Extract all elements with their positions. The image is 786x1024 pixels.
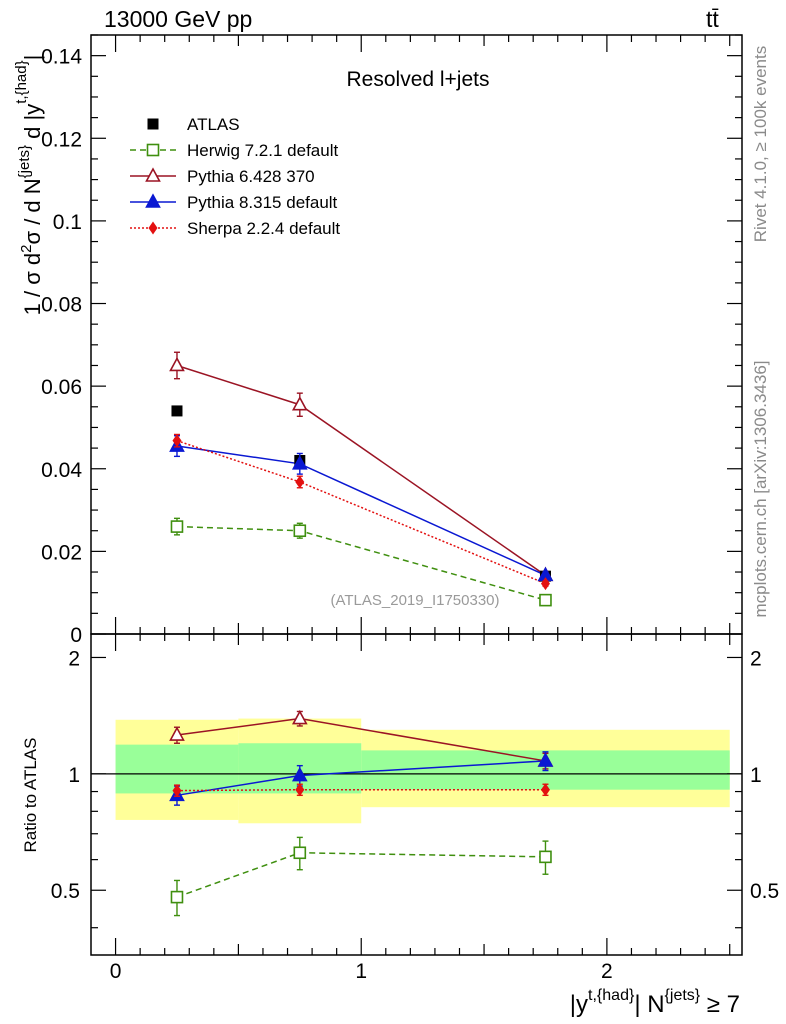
main-ytick-label: 0 [70, 624, 82, 647]
main-y-axis-label-part: {jets} [16, 145, 33, 178]
legend-sherpa-2-2-4-default-marker [148, 221, 158, 235]
x-axis-label-part: ≥ 7 [700, 991, 740, 1018]
ratio-xtick-label: 2 [601, 960, 613, 983]
legend-atlas-marker [147, 118, 159, 130]
legend-atlas-label: ATLAS [187, 115, 240, 134]
pythia-6-428-370-point [169, 356, 185, 372]
pythia-8-315-default-line [176, 445, 546, 577]
ratio-ytick-label: 1 [68, 764, 80, 787]
sherpa-2-2-4-default-point [295, 475, 305, 489]
sherpa-2-2-4-default-point [540, 577, 550, 591]
x-axis-label-part: t,{had} [588, 987, 635, 1004]
main-y-axis-label-part: | [20, 55, 45, 61]
ratio-pythia-6-428-370-point [291, 709, 308, 725]
x-axis-label-part: |y [570, 991, 588, 1018]
process-label: tt̄ [706, 6, 719, 32]
main-y-axis-label-part: 1 / σ d [20, 253, 45, 316]
energy-label: 13000 GeV pp [104, 6, 253, 32]
ratio-herwig-7-2-1-default-line [176, 852, 546, 898]
sherpa-2-2-4-default-point [172, 434, 182, 448]
legend-pythia-6-428-370-label: Pythia 6.428 370 [187, 167, 315, 186]
x-axis-label-part: {jets} [665, 987, 701, 1004]
ratio-xtick-label: 0 [110, 960, 122, 983]
ratio-ytick-label: 2 [68, 647, 80, 670]
ratio-sherpa-2-2-4-default-line [176, 788, 546, 792]
ratio-sherpa-2-2-4-default-point [295, 783, 305, 797]
legend-herwig-7-2-1-default-label: Herwig 7.2.1 default [187, 141, 338, 160]
atlas-point [171, 405, 183, 417]
ratio-ytick-label: 0.5 [51, 880, 80, 903]
pythia-8-315-default-point [291, 455, 308, 470]
legend-pythia-8-315-default-marker [145, 193, 161, 208]
legend-pythia-6-428-370-marker [145, 167, 161, 182]
main-y-axis-label-part: σ / d N [20, 178, 45, 244]
ratio-ytick-label-right: 2 [750, 647, 762, 670]
herwig-7-2-1-default-point [539, 593, 552, 607]
ratio-sherpa-2-2-4-default-point [540, 783, 550, 797]
main-ytick-label: 0.06 [41, 376, 82, 399]
ratio-ytick-label-right: 0.5 [750, 880, 779, 903]
x-axis-label-part: | N [634, 991, 664, 1018]
ratio-herwig-7-2-1-default-point [293, 846, 307, 860]
analysis-watermark: (ATLAS_2019_I1750330) [330, 592, 499, 609]
x-axis-label: |yt,{had}| N{jets} ≥ 7 [570, 987, 740, 1018]
main-ytick-label: 0.02 [41, 541, 82, 564]
ratio-sherpa-2-2-4-default-point [172, 784, 182, 798]
ratio-herwig-7-2-1-default-point [539, 850, 552, 864]
legend-sherpa-2-2-4-default-label: Sherpa 2.2.4 default [187, 219, 340, 238]
pythia-6-428-370-point [291, 396, 308, 411]
herwig-7-2-1-default-point [293, 524, 307, 538]
main-ytick-label: 0.08 [41, 294, 82, 317]
pythia-6-428-370-line [176, 364, 546, 576]
ratio-plot-frame [90, 633, 743, 956]
ratio-pythia-8-315-default-point [291, 766, 308, 782]
ratio-ytick-label-right: 1 [750, 764, 762, 787]
main-y-axis-label-part: 2 [18, 244, 35, 252]
ratio-y-axis-label: Ratio to ATLAS [21, 738, 40, 853]
legend-pythia-8-315-default-label: Pythia 8.315 default [187, 193, 338, 212]
sherpa-2-2-4-default-line [176, 439, 546, 585]
main-ytick-label: 0.04 [41, 459, 82, 482]
ratio-herwig-7-2-1-default-point [170, 890, 184, 904]
herwig-7-2-1-default-point [170, 520, 184, 533]
legend-herwig-7-2-1-default-marker [146, 143, 160, 157]
ratio-xtick-label: 1 [355, 960, 367, 983]
ratio-pythia-6-428-370-point [169, 726, 185, 741]
main-ytick-label: 0.12 [41, 128, 82, 151]
main-y-axis-label-part: t,{had} [13, 60, 30, 103]
main-y-axis-label-part: d |y [20, 104, 45, 145]
main-ytick-label: 0.1 [53, 211, 82, 234]
plot-title: Resolved l+jets [347, 68, 490, 91]
main-y-axis-label: 1 / σ d2σ / d N{jets} d |yt,{had}| [13, 55, 45, 316]
ratio-pythia-8-315-default-point [537, 752, 554, 767]
main-ytick-label: 0.14 [41, 46, 82, 69]
